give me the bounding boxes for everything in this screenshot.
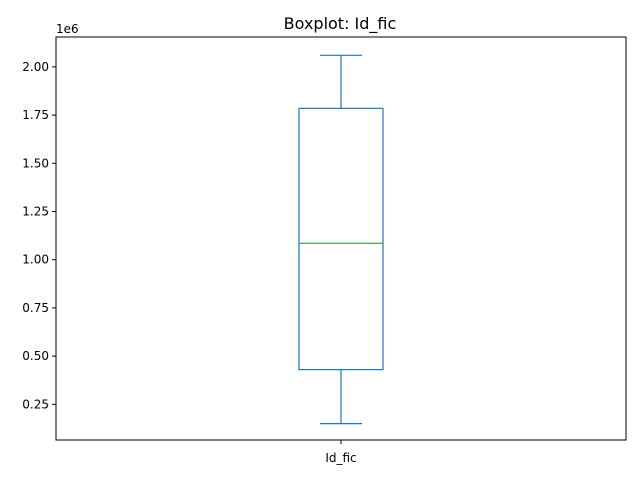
x-tick-label: Id_fic <box>325 451 356 465</box>
y-tick-label: 0.25 <box>22 397 49 411</box>
y-tick-label: 0.75 <box>22 301 49 315</box>
y-tick-label: 1.50 <box>22 156 49 170</box>
y-tick-label: 1.25 <box>22 205 49 219</box>
y-tick-label: 1.75 <box>22 108 49 122</box>
y-tick-label: 0.50 <box>22 349 49 363</box>
chart-title: Boxplot: Id_fic <box>284 14 397 34</box>
iqr-box <box>298 107 384 371</box>
y-tick-label: 1.00 <box>22 253 49 267</box>
y-offset-label: 1e6 <box>56 22 79 36</box>
y-tick-label: 2.00 <box>22 60 49 74</box>
plot-layer: 0.25 0.50 0.75 1.00 1.25 1.50 1.75 2.00 Id_fic <box>22 36 627 465</box>
